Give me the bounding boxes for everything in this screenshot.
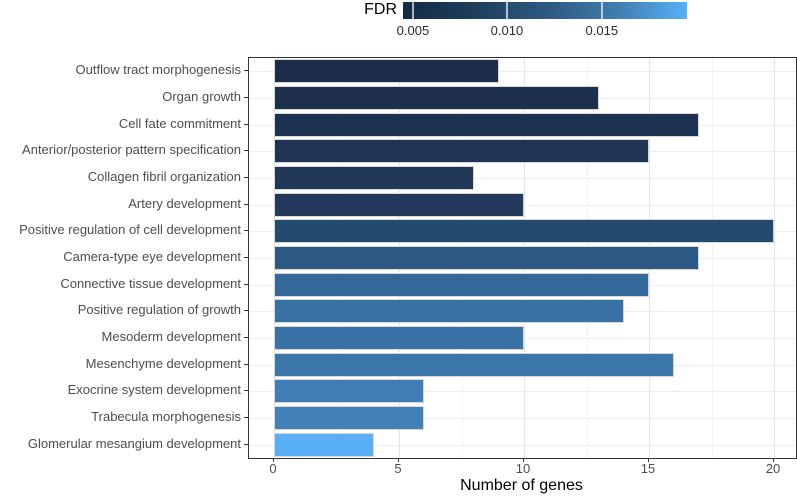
bar [274, 273, 649, 297]
x-axis-title: Number of genes [460, 477, 583, 494]
x-axis-tick [648, 458, 649, 462]
y-axis-tick [244, 444, 248, 445]
y-axis-tick [244, 230, 248, 231]
bar [274, 246, 699, 270]
row-gridline [249, 445, 796, 446]
legend-title: FDR [364, 1, 397, 18]
bar [274, 353, 674, 377]
bar [274, 379, 424, 403]
category-label: Artery development [128, 196, 241, 211]
bar [274, 326, 524, 350]
bar [274, 86, 599, 110]
legend-tick-label: 0.005 [396, 23, 430, 38]
y-axis-tick [244, 337, 248, 338]
y-axis-tick [244, 177, 248, 178]
row-gridline [249, 71, 796, 72]
x-axis-tick [773, 458, 774, 462]
y-axis-tick [244, 70, 248, 71]
bar [274, 139, 649, 163]
legend-tick-label: 0.010 [490, 23, 524, 38]
fdr-gradient-bar [403, 2, 687, 19]
legend-gradient-tick [600, 2, 603, 19]
category-label: Anterior/posterior pattern specification [22, 142, 241, 157]
x-axis-tick [273, 458, 274, 462]
legend-gradient-tick [411, 2, 414, 19]
row-gridline [249, 178, 796, 179]
category-label: Camera-type eye development [63, 249, 241, 264]
bar [274, 166, 474, 190]
category-label: Exocrine system development [67, 382, 241, 397]
bar [274, 59, 499, 83]
category-label: Glomerular mesangium development [27, 436, 241, 451]
bar [274, 113, 699, 137]
category-label: Positive regulation of cell development [19, 222, 241, 237]
row-gridline [249, 418, 796, 419]
x-axis-tick [398, 458, 399, 462]
category-label: Positive regulation of growth [77, 302, 241, 317]
bar [274, 219, 774, 243]
bar [274, 433, 374, 457]
category-label: Outflow tract morphogenesis [75, 62, 241, 77]
x-axis-tick [523, 458, 524, 462]
legend-tick-label: 0.015 [585, 23, 619, 38]
x-tick-label: 0 [269, 461, 277, 476]
y-axis-tick [244, 364, 248, 365]
plot-panel [248, 57, 797, 459]
category-label: Mesoderm development [101, 329, 241, 344]
x-tick-label: 10 [515, 461, 531, 476]
x-tick-label: 20 [765, 461, 781, 476]
legend-gradient-tick [505, 2, 508, 19]
category-label: Trabecula morphogenesis [91, 409, 241, 424]
y-axis-tick [244, 284, 248, 285]
x-tick-label: 5 [394, 461, 402, 476]
row-gridline [249, 391, 796, 392]
y-axis-tick [244, 390, 248, 391]
bar [274, 406, 424, 430]
category-label: Cell fate commitment [118, 116, 241, 131]
y-axis-tick [244, 124, 248, 125]
y-axis-tick [244, 257, 248, 258]
y-axis-tick [244, 204, 248, 205]
y-axis-tick [244, 97, 248, 98]
bar [274, 299, 624, 323]
category-label: Mesenchyme development [85, 356, 241, 371]
category-label: Collagen fibril organization [87, 169, 241, 184]
bar [274, 193, 524, 217]
y-axis-tick [244, 310, 248, 311]
category-label: Connective tissue development [60, 276, 241, 291]
y-axis-tick [244, 417, 248, 418]
y-axis-tick [244, 150, 248, 151]
x-tick-label: 15 [640, 461, 656, 476]
category-label: Organ growth [162, 89, 241, 104]
